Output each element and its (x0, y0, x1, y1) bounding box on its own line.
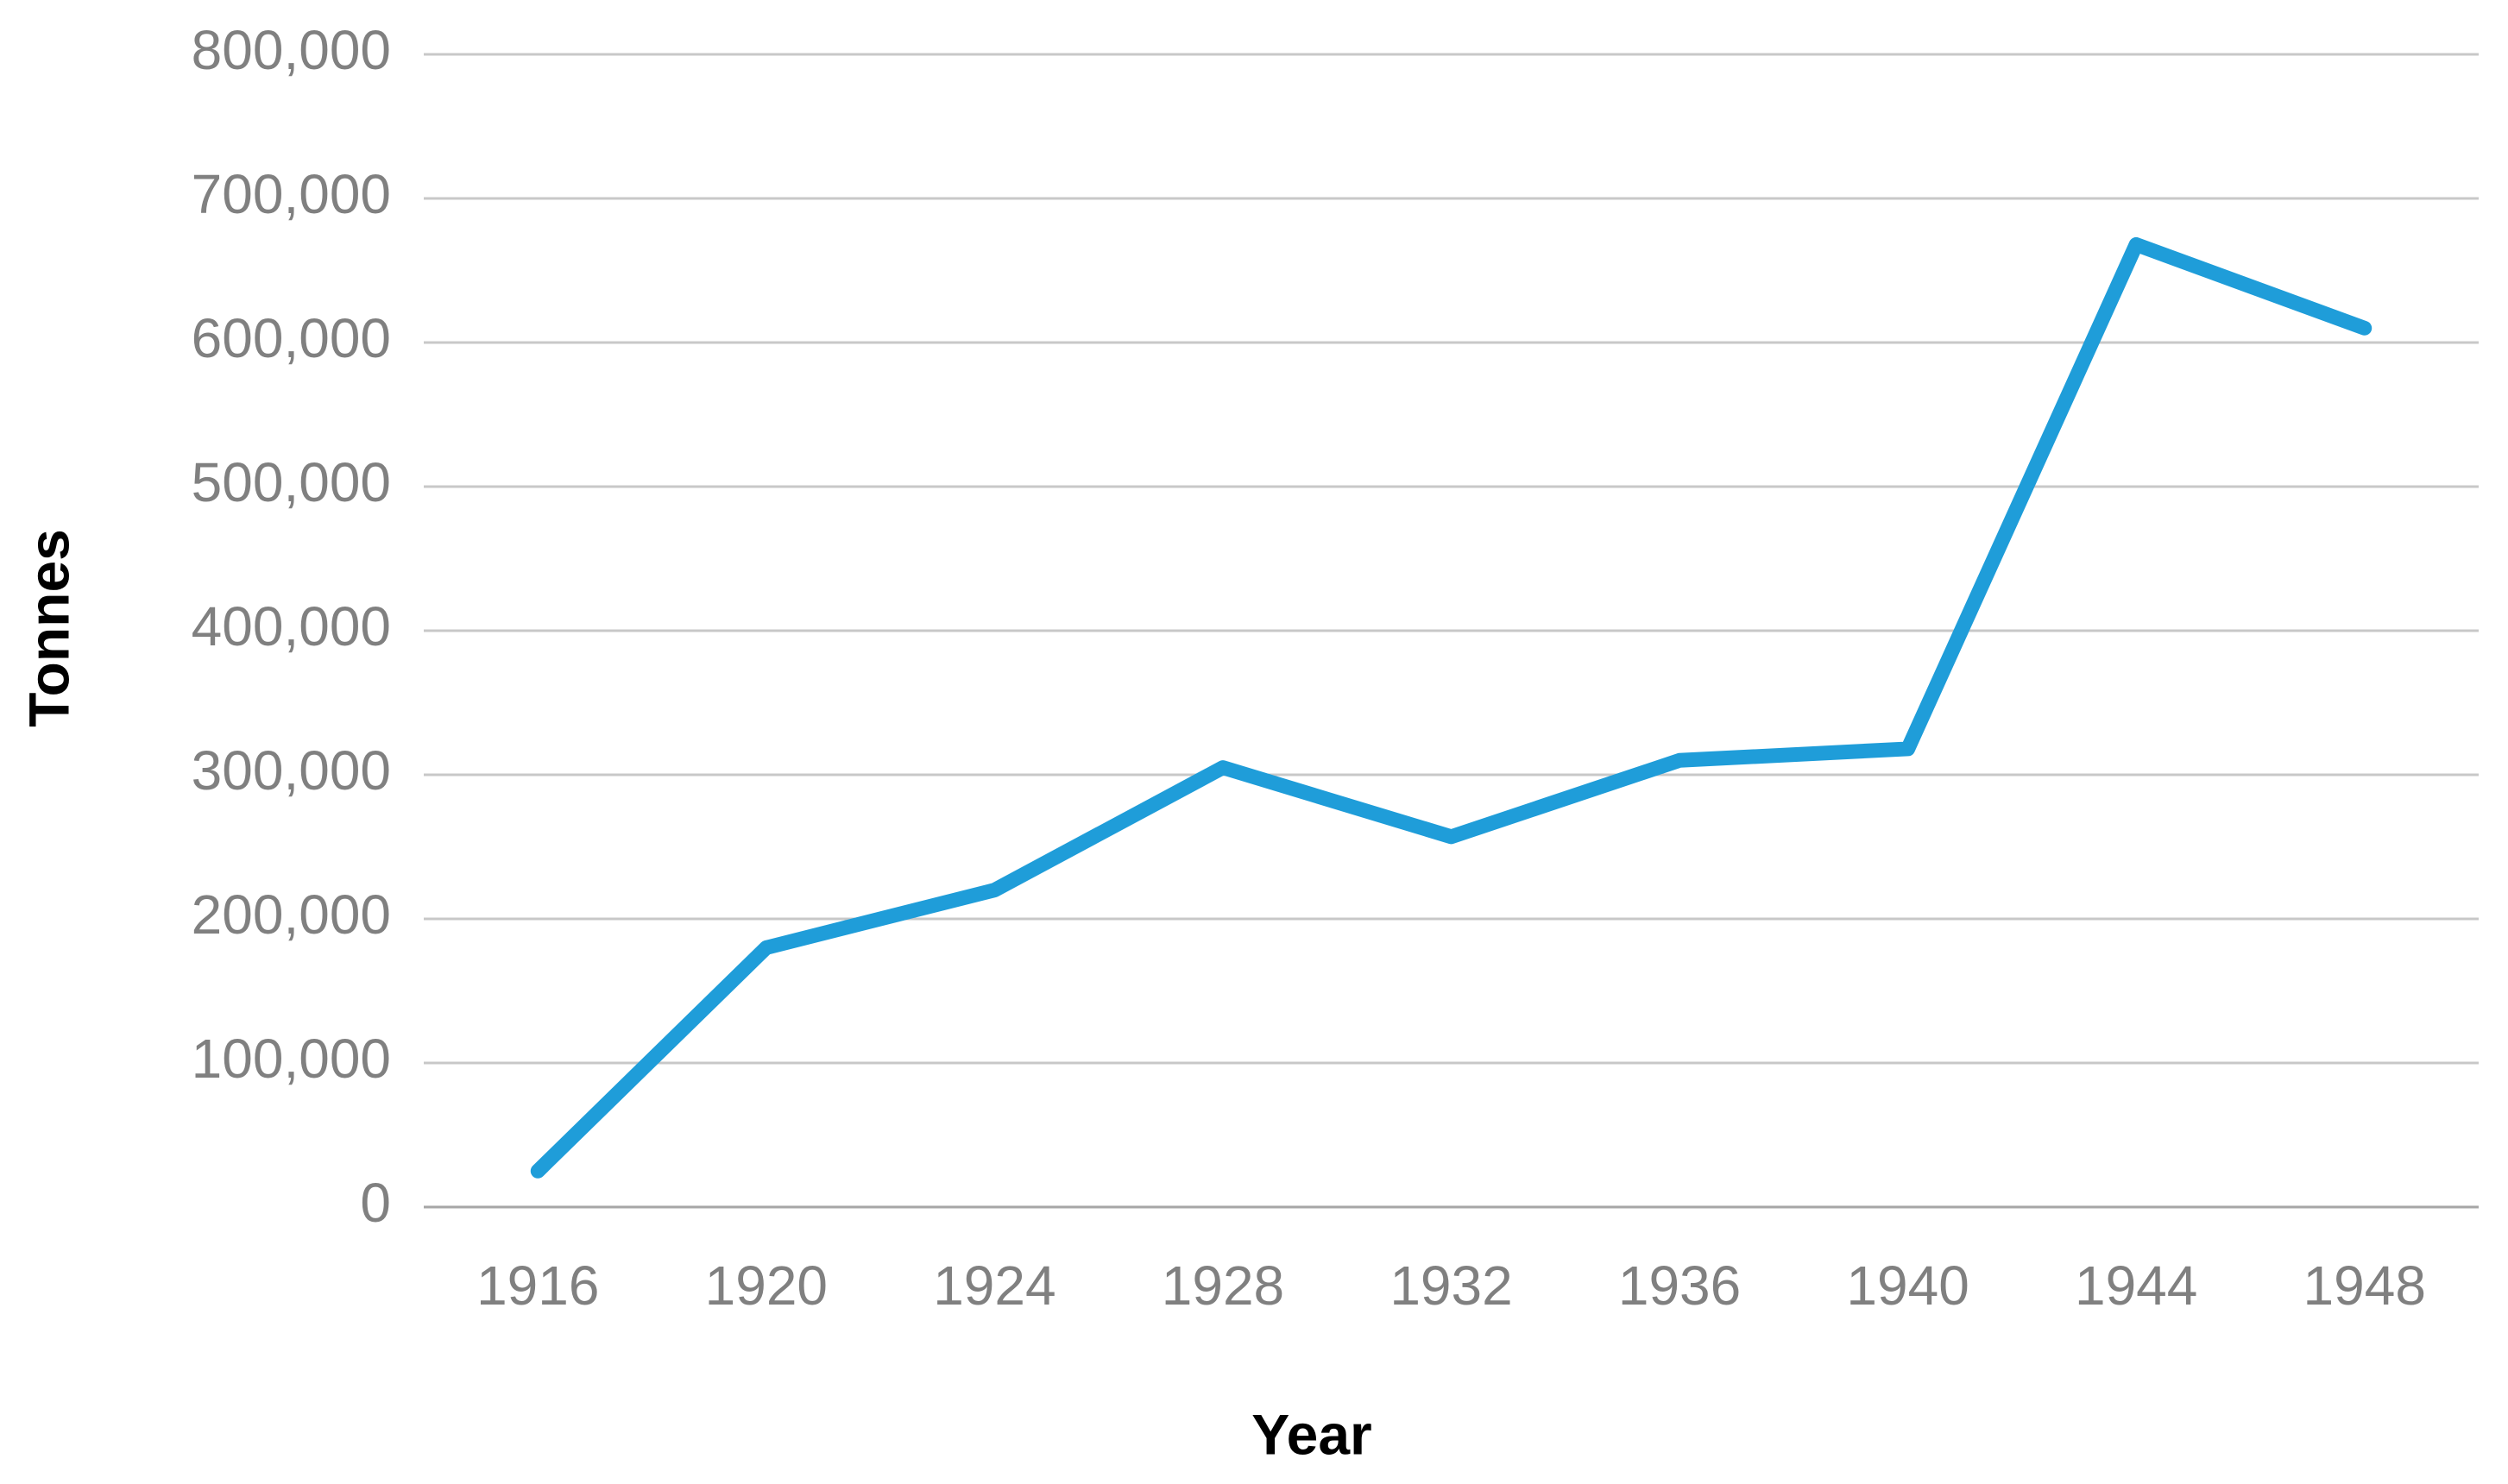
x-tick-label: 1928 (1162, 1254, 1284, 1317)
data-line (530, 236, 2373, 1179)
y-tick-label: 700,000 (192, 163, 391, 225)
x-tick-label: 1940 (1846, 1254, 1969, 1317)
x-tick-label: 1920 (705, 1254, 828, 1317)
y-tick-label: 300,000 (192, 739, 391, 802)
x-tick-label: 1932 (1389, 1254, 1512, 1317)
y-axis-title: Tonnes (16, 529, 80, 727)
y-tick-label: 0 (360, 1172, 391, 1234)
x-tick-label: 1936 (1618, 1254, 1741, 1317)
x-axis-title: Year (1251, 1402, 1371, 1466)
x-tick-label: 1916 (476, 1254, 599, 1317)
y-tick-label: 100,000 (192, 1028, 391, 1090)
x-tick-label: 1924 (933, 1254, 1056, 1317)
y-tick-label: 500,000 (192, 451, 391, 513)
x-tick-label: 1944 (2075, 1254, 2197, 1317)
x-tick-label: 1948 (2303, 1254, 2426, 1317)
y-tick-label: 400,000 (192, 595, 391, 657)
y-tick-label: 200,000 (192, 883, 391, 946)
y-tick-label: 600,000 (192, 307, 391, 369)
y-tick-label: 800,000 (192, 19, 391, 81)
